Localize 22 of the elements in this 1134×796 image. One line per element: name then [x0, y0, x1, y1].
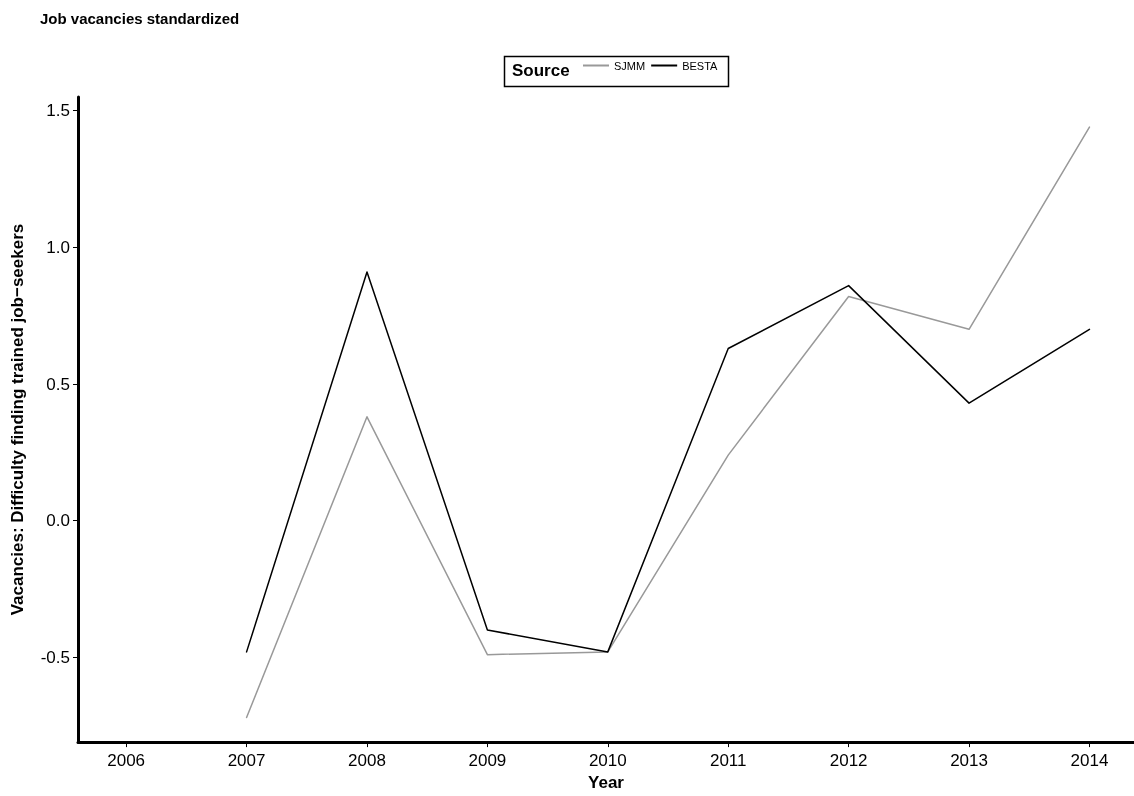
y-tick-label: 1.0: [46, 237, 70, 257]
y-tick-label: 0.5: [46, 374, 70, 394]
x-tick-label: 2008: [348, 751, 386, 771]
y-tick-label: 0.0: [46, 511, 70, 531]
legend-title: Source: [512, 61, 570, 80]
y-axis-title: Vacancies: Difficulty finding trained job−seekers: [8, 223, 27, 616]
line-series: [245, 271, 1091, 653]
x-tick-label: 2010: [588, 751, 627, 771]
legend-label: SJMM: [614, 59, 646, 72]
y-tick-label: 1.5: [46, 101, 70, 121]
x-axis-title: Year: [588, 773, 625, 792]
x-tick-label: 2007: [227, 751, 266, 771]
line-series: [245, 126, 1091, 719]
x-tick-label: 2013: [950, 751, 988, 771]
x-tick-label: 2014: [1070, 751, 1109, 771]
legend-label: BESTA: [682, 59, 719, 72]
chart-title: Job vacancies standardized: [40, 10, 240, 27]
y-tick-label: -0.5: [40, 647, 70, 667]
x-tick-label: 2006: [107, 751, 146, 771]
x-tick-label: 2011: [709, 751, 747, 771]
x-tick-label: 2012: [829, 751, 868, 771]
x-tick-label: 2009: [468, 751, 507, 771]
